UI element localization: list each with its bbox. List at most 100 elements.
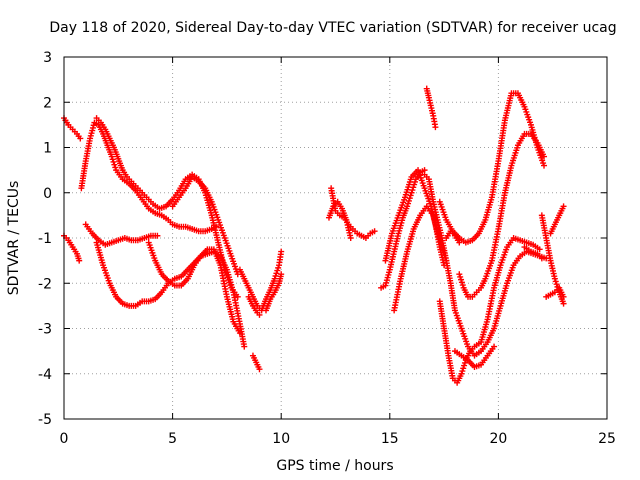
data-point bbox=[432, 124, 439, 131]
y-tick-label: 2 bbox=[43, 95, 52, 111]
data-point bbox=[111, 161, 118, 168]
y-tick-label: 3 bbox=[43, 50, 52, 66]
x-tick-label: 10 bbox=[272, 431, 290, 447]
x-tick-label: 0 bbox=[60, 431, 69, 447]
data-point bbox=[456, 271, 463, 278]
data-point bbox=[458, 370, 465, 377]
data-point bbox=[460, 365, 467, 372]
series-track-13 bbox=[328, 185, 378, 241]
series-track-28 bbox=[443, 228, 463, 246]
data-point bbox=[274, 267, 281, 274]
series-track-12 bbox=[249, 352, 263, 373]
data-point bbox=[272, 273, 279, 280]
data-points bbox=[61, 85, 567, 386]
data-point bbox=[560, 203, 567, 210]
data-point bbox=[461, 359, 468, 366]
data-point bbox=[371, 228, 378, 235]
data-point bbox=[154, 232, 161, 239]
series-track-9 bbox=[236, 248, 285, 314]
series-track-24 bbox=[521, 244, 545, 262]
data-point bbox=[541, 162, 548, 169]
data-point bbox=[109, 156, 116, 163]
data-point bbox=[458, 276, 465, 283]
series-track-4 bbox=[93, 115, 241, 300]
data-point bbox=[108, 153, 115, 160]
series-track-23 bbox=[451, 343, 498, 370]
series-track-19 bbox=[423, 85, 439, 131]
x-tick-label: 15 bbox=[381, 431, 399, 447]
series-track-7 bbox=[145, 239, 243, 337]
data-point bbox=[256, 366, 263, 373]
data-point bbox=[408, 189, 415, 196]
data-point bbox=[76, 257, 83, 264]
data-point bbox=[560, 293, 567, 300]
data-point bbox=[458, 279, 465, 286]
data-point bbox=[271, 275, 278, 282]
series-track-11 bbox=[262, 271, 285, 314]
y-tick-label: -4 bbox=[38, 367, 52, 383]
series-track-17 bbox=[378, 167, 428, 291]
data-point bbox=[405, 200, 412, 207]
series-track-18 bbox=[421, 171, 550, 359]
data-point bbox=[110, 158, 117, 165]
data-point bbox=[273, 270, 280, 277]
data-point bbox=[347, 235, 354, 241]
data-point bbox=[275, 264, 282, 271]
y-tick-label: -1 bbox=[38, 231, 52, 247]
y-tick-label: -5 bbox=[38, 412, 52, 428]
x-tick-label: 25 bbox=[598, 431, 616, 447]
data-point bbox=[538, 255, 545, 262]
data-point bbox=[536, 246, 543, 253]
y-axis-ticks: -5 -4 -3 -2 -1 0 1 2 3 bbox=[38, 50, 607, 428]
y-tick-label: 0 bbox=[43, 186, 52, 202]
series-track-10 bbox=[245, 293, 263, 318]
data-point bbox=[112, 164, 119, 171]
x-tick-label: 20 bbox=[489, 431, 507, 447]
y-tick-label: -3 bbox=[38, 322, 52, 338]
data-point bbox=[459, 368, 466, 375]
data-point bbox=[411, 181, 418, 188]
data-point bbox=[256, 311, 263, 318]
data-point bbox=[405, 197, 412, 204]
data-point bbox=[409, 187, 416, 194]
data-point bbox=[456, 239, 463, 246]
series-track-8 bbox=[169, 173, 241, 278]
data-point bbox=[560, 300, 567, 307]
series-track-21 bbox=[456, 130, 548, 300]
data-point bbox=[553, 281, 560, 288]
y-axis-label: SDTVAR / TECUs bbox=[6, 181, 22, 296]
chart-title: Day 118 of 2020, Sidereal Day-to-day VTE… bbox=[49, 20, 616, 36]
x-axis-ticks: 0 5 10 15 20 25 bbox=[60, 57, 616, 447]
series-track-20 bbox=[436, 90, 548, 246]
data-point bbox=[404, 203, 411, 210]
series-track-27 bbox=[547, 203, 567, 237]
data-point bbox=[551, 275, 558, 282]
data-point bbox=[234, 293, 241, 300]
data-point bbox=[411, 178, 418, 185]
data-point bbox=[457, 273, 464, 280]
data-point bbox=[278, 271, 285, 278]
series-track-3 bbox=[78, 119, 220, 235]
data-point bbox=[541, 153, 548, 160]
data-point bbox=[435, 233, 442, 240]
series-track-26 bbox=[543, 284, 567, 300]
data-point bbox=[278, 248, 285, 255]
y-tick-label: -2 bbox=[38, 276, 52, 292]
plot-frame bbox=[63, 56, 608, 420]
data-point bbox=[407, 192, 414, 199]
data-point bbox=[461, 362, 468, 369]
x-axis-label: GPS time / hours bbox=[276, 458, 393, 474]
data-point bbox=[406, 195, 413, 202]
series-track-22 bbox=[436, 235, 543, 386]
series-track-14 bbox=[325, 198, 354, 241]
data-point bbox=[459, 282, 466, 289]
data-point bbox=[491, 343, 498, 350]
y-tick-label: 1 bbox=[43, 141, 52, 157]
data-point bbox=[77, 135, 84, 142]
x-tick-label: 5 bbox=[168, 431, 177, 447]
data-point bbox=[552, 278, 559, 285]
series-track-1 bbox=[61, 115, 84, 142]
data-point bbox=[410, 184, 417, 191]
data-point bbox=[241, 343, 248, 350]
